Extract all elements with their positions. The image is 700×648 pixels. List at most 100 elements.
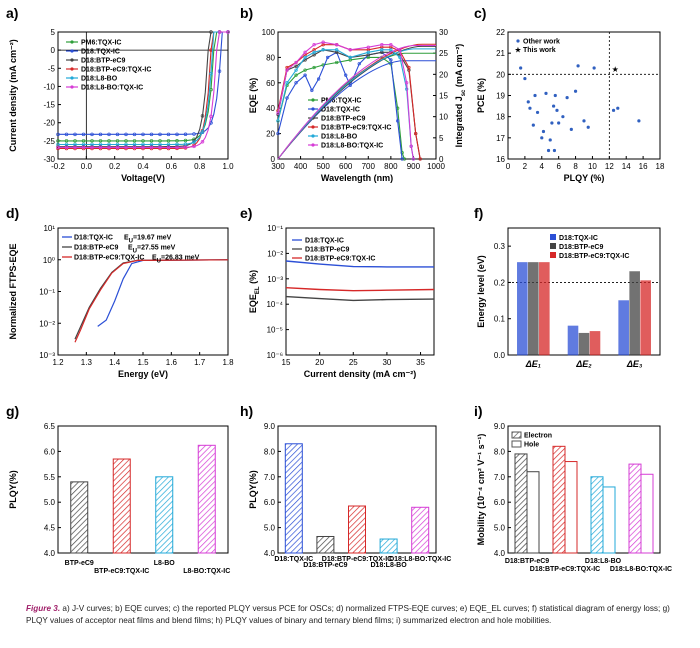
jv-marker xyxy=(158,145,162,150)
jv-marker xyxy=(115,139,120,143)
jv-marker xyxy=(166,139,171,143)
y-tick-label: 7.0 xyxy=(264,473,276,482)
jv-marker xyxy=(90,145,94,150)
jv-marker xyxy=(209,114,213,119)
y-tick-label: -30 xyxy=(43,155,55,164)
y-tick-label: 21 xyxy=(496,49,505,58)
x-tick-label: 35 xyxy=(416,358,425,367)
x-tick-label: 600 xyxy=(339,162,353,171)
ftps-curve-1 xyxy=(74,259,229,340)
x-tick-label: 1.3 xyxy=(81,358,93,367)
other-work-point xyxy=(519,66,523,70)
y-axis-title: EQE (%) xyxy=(248,78,258,114)
bar-electron xyxy=(628,463,642,554)
legend-label: PM6:TQX-IC xyxy=(81,40,121,47)
jv-marker xyxy=(132,132,137,137)
plot-frame xyxy=(285,227,435,356)
jv-marker xyxy=(98,132,103,137)
x-tick-label: 2 xyxy=(523,162,528,171)
eqe-marker xyxy=(321,40,325,44)
x-axis-title: Energy (eV) xyxy=(118,369,168,379)
legend-star: ★ xyxy=(514,46,521,55)
other-work-point xyxy=(565,96,569,100)
x-axis-title: Wavelength (nm) xyxy=(321,173,393,183)
legend-label: D18:TQX-IC xyxy=(305,238,344,245)
legend-marker xyxy=(311,107,315,111)
bar xyxy=(284,443,303,554)
x-category-label: D18:TQX-IC xyxy=(274,556,313,563)
jv-marker xyxy=(217,69,222,73)
eqe-marker xyxy=(407,65,411,70)
bar xyxy=(567,325,579,356)
panel-g: g) 4.0 4.5 5.0 5.5 6.0 6.5 BTP-eC9BTP-eC9:TQX-I… xyxy=(6,403,230,575)
plot-frame xyxy=(57,425,229,554)
panel-label-i: i) xyxy=(474,403,483,419)
panel-label-d: d) xyxy=(6,205,19,221)
legend-marker xyxy=(311,125,315,129)
bar xyxy=(379,538,398,554)
x-tick-label: 0.6 xyxy=(166,162,178,171)
y-tick-label: 80 xyxy=(266,53,275,62)
y-tick-label: 10⁻² xyxy=(39,319,55,328)
jv-marker xyxy=(192,140,196,144)
legend-label: D18:BTP-eC9:TQX-IC xyxy=(81,67,151,74)
x-tick-label: 16 xyxy=(639,162,648,171)
y-tick-label: 20 xyxy=(496,70,505,79)
jv-marker xyxy=(56,132,60,137)
y-axis-title: Normalized FTPS-EQE xyxy=(8,243,18,339)
eqe-marker xyxy=(294,60,298,65)
x-tick-label: 10 xyxy=(588,162,597,171)
urbach-energy: EU=27.55 meV xyxy=(128,245,176,255)
x-category-label: ΔE₂ xyxy=(575,359,592,369)
y-tick-label: 7.0 xyxy=(494,473,506,482)
legend-marker xyxy=(70,76,74,80)
legend-label: D18:L8-BO xyxy=(81,76,118,83)
jv-marker xyxy=(73,139,77,143)
bar xyxy=(70,481,89,554)
legend-label: D18:TQX-IC xyxy=(81,49,120,56)
eqe-marker xyxy=(389,58,393,62)
x-tick-label: 14 xyxy=(622,162,631,171)
x-tick-label: 300 xyxy=(271,162,285,171)
y-tick-label: 20 xyxy=(266,130,275,139)
y-tick-label: 100 xyxy=(262,28,276,37)
y2-tick-label: 5 xyxy=(439,134,444,143)
bar xyxy=(640,280,651,356)
x-tick-label: 1.4 xyxy=(109,358,121,367)
legend-label: D18:BTP-eC9 xyxy=(74,245,118,252)
legend-label: D18:L8-BO:TQX-IC xyxy=(321,143,383,150)
x-tick-label: 20 xyxy=(315,358,324,367)
x-category-label: ΔE₃ xyxy=(626,359,643,369)
y-tick-label: -10 xyxy=(43,82,55,91)
y-tick-label: 18 xyxy=(496,113,505,122)
y-tick-label: 10⁻³ xyxy=(39,351,55,360)
eqe-curve-5 xyxy=(277,41,414,160)
legend-label: D18:BTP-eC9 xyxy=(305,247,349,254)
other-work-point xyxy=(555,108,559,112)
eqe-marker xyxy=(380,48,384,52)
eqe-marker xyxy=(294,68,298,72)
urbach-energy: EU=26.83 meV xyxy=(152,255,200,265)
bar-electron xyxy=(552,445,566,554)
y-tick-label: 10⁻⁴ xyxy=(266,300,283,309)
other-work-point xyxy=(573,89,578,93)
legend-label: D18:L8-BO:TQX-IC xyxy=(81,85,143,92)
bar-electron xyxy=(590,476,604,554)
x-category-label: D18:L8-BO:TQX-IC xyxy=(389,556,451,563)
x-tick-label: 30 xyxy=(382,358,391,367)
x-category-label: ΔE₁ xyxy=(525,359,541,369)
legend-marker xyxy=(311,143,315,147)
jv-marker xyxy=(64,132,69,137)
other-work-point xyxy=(526,100,530,104)
y-tick-label: 22 xyxy=(496,28,505,37)
y-tick-label: 10⁻² xyxy=(267,249,283,258)
eqe-marker xyxy=(326,55,330,60)
jv-marker xyxy=(56,139,60,143)
jv-marker xyxy=(175,145,179,150)
x-tick-label: 18 xyxy=(656,162,665,171)
x-tick-label: 0.4 xyxy=(137,162,149,171)
y-axis-title: PCE (%) xyxy=(476,78,486,113)
x-category-label: D18:BTP-eC9:TQX-IC xyxy=(530,566,600,573)
panel-label-f: f) xyxy=(474,205,483,221)
eqe-marker xyxy=(395,119,400,123)
